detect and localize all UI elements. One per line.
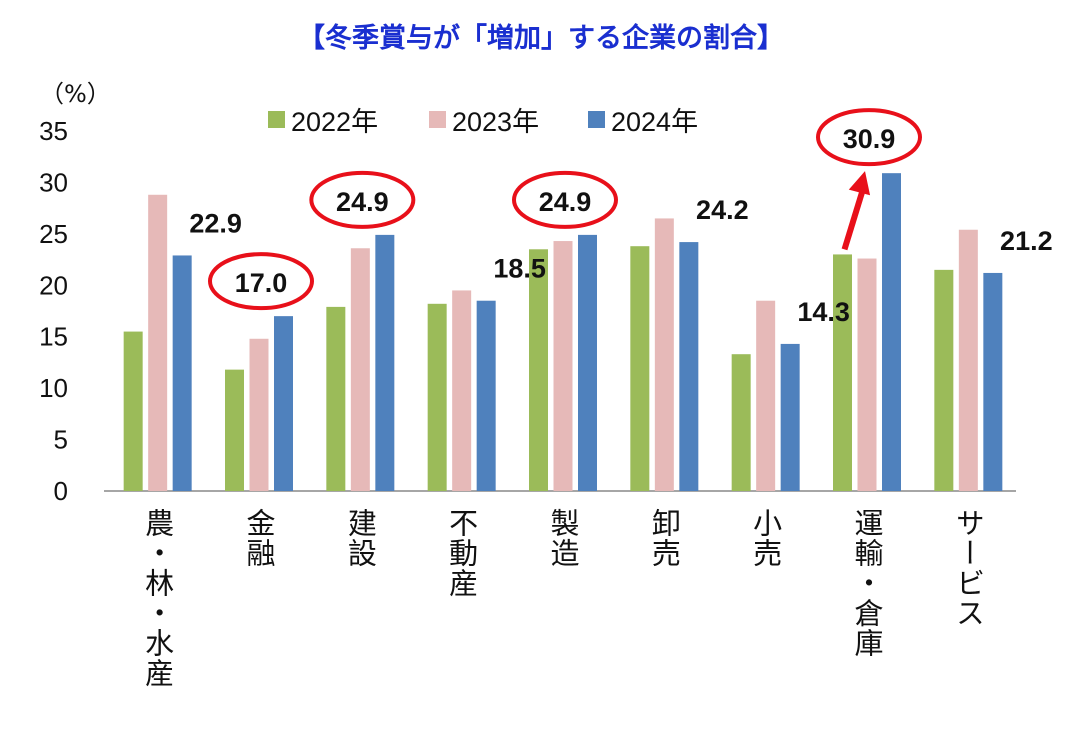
data-label-不動産: 18.5 bbox=[493, 254, 546, 284]
data-label-建設: 24.9 bbox=[336, 187, 389, 217]
y-tick-label: 0 bbox=[54, 476, 68, 506]
legend-swatch-2022 bbox=[268, 111, 285, 128]
bar-2022年-金融 bbox=[225, 369, 244, 491]
bar-2022年-運輸・倉庫 bbox=[833, 254, 852, 491]
bar-2024年-サービス bbox=[983, 272, 1003, 491]
legend-swatch-2023 bbox=[429, 111, 446, 128]
bar-2022年-製造 bbox=[529, 249, 548, 491]
bar-2024年-小売 bbox=[780, 343, 800, 491]
bar-2022年-卸売 bbox=[630, 246, 650, 491]
data-label-運輸・倉庫: 30.9 bbox=[843, 124, 896, 154]
category-label: 農・林・水産 bbox=[140, 508, 175, 688]
bar-2023年-金融 bbox=[249, 338, 269, 491]
legend-swatch-2024 bbox=[588, 111, 605, 128]
bar-2022年-サービス bbox=[934, 269, 954, 491]
bar-2023年-小売 bbox=[756, 300, 776, 491]
bar-2024年-運輸・倉庫 bbox=[882, 173, 901, 491]
bar-2023年-製造 bbox=[553, 241, 573, 491]
bar-2024年-卸売 bbox=[679, 242, 699, 491]
data-label-金融: 17.0 bbox=[235, 268, 288, 298]
legend-label-2023: 2023年 bbox=[452, 107, 540, 137]
category-label: 運輸・倉庫 bbox=[850, 508, 884, 658]
y-tick-label: 20 bbox=[39, 270, 68, 300]
chart-title: 【冬季賞与が「増加」する企業の割合】 bbox=[298, 23, 784, 54]
category-label: 卸売 bbox=[647, 508, 682, 568]
legend-item-2023: 2023年 bbox=[429, 100, 539, 139]
y-tick-label: 5 bbox=[54, 425, 68, 455]
bar-2023年-建設 bbox=[350, 248, 370, 491]
bar-2023年-卸売 bbox=[654, 218, 674, 491]
legend-label-2022: 2022年 bbox=[291, 107, 379, 137]
bar-2022年-小売 bbox=[731, 354, 751, 491]
category-label: 建設 bbox=[343, 508, 378, 568]
bar-2022年-不動産 bbox=[427, 303, 447, 491]
category-label: 製造 bbox=[546, 508, 580, 568]
category-label: 不動産 bbox=[444, 508, 479, 598]
y-tick-label: 15 bbox=[39, 322, 68, 352]
bar-2024年-製造 bbox=[578, 234, 597, 491]
bar-2024年-不動産 bbox=[476, 300, 496, 491]
bar-2024年-建設 bbox=[375, 234, 395, 491]
category-label: サービス bbox=[951, 508, 986, 628]
increase-arrow-shaft bbox=[841, 188, 866, 251]
bar-2022年-農・林・水産 bbox=[123, 331, 143, 491]
bar-2023年-運輸・倉庫 bbox=[857, 258, 877, 491]
legend-item-2022: 2022年 bbox=[268, 100, 378, 139]
y-tick-label: 10 bbox=[39, 373, 68, 403]
bar-2023年-サービス bbox=[958, 229, 978, 491]
legend-item-2024: 2024年 bbox=[588, 100, 698, 139]
legend-label-2024: 2024年 bbox=[611, 107, 699, 137]
bar-2024年-金融 bbox=[274, 316, 293, 491]
y-axis-unit-label: （%） bbox=[40, 80, 111, 108]
bar-2024年-農・林・水産 bbox=[172, 255, 192, 491]
highlight-ellipse-金融 bbox=[208, 252, 314, 311]
data-label-小売: 14.3 bbox=[797, 297, 850, 327]
y-tick-label: 30 bbox=[39, 167, 68, 197]
bar-2022年-建設 bbox=[326, 306, 346, 491]
highlight-ellipse-建設 bbox=[309, 170, 416, 229]
data-label-サービス: 21.2 bbox=[1000, 226, 1053, 256]
increase-arrow-head bbox=[848, 171, 871, 196]
highlight-ellipse-運輸・倉庫 bbox=[816, 108, 922, 167]
category-label: 小売 bbox=[748, 508, 783, 568]
bar-2023年-農・林・水産 bbox=[148, 194, 168, 491]
highlight-ellipse-製造 bbox=[512, 170, 618, 229]
category-label: 金融 bbox=[242, 508, 276, 568]
data-label-農・林・水産: 22.9 bbox=[189, 208, 242, 238]
y-tick-label: 25 bbox=[39, 219, 68, 249]
data-label-卸売: 24.2 bbox=[696, 195, 749, 225]
y-tick-label: 35 bbox=[39, 116, 68, 146]
data-label-製造: 24.9 bbox=[539, 187, 592, 217]
bar-2023年-不動産 bbox=[452, 290, 472, 491]
